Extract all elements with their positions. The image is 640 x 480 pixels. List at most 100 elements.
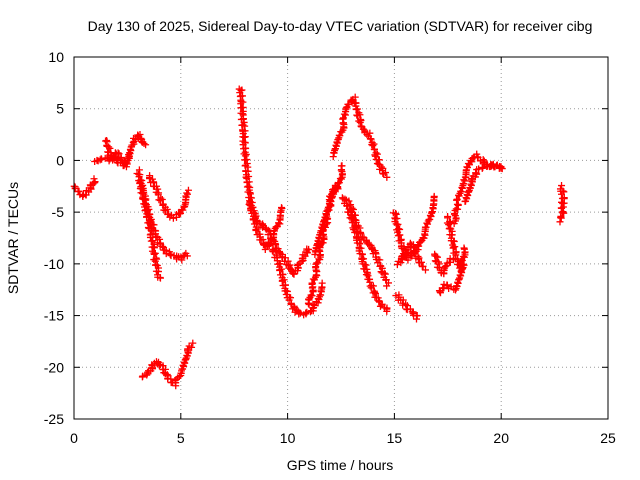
data-point	[184, 346, 192, 354]
series-M	[329, 93, 391, 181]
series-N	[338, 194, 391, 315]
data-point	[413, 312, 421, 320]
data-point	[430, 192, 438, 200]
y-tick-label: -10	[44, 256, 64, 272]
series-W	[435, 260, 468, 297]
data-point	[354, 112, 362, 120]
data-point	[182, 249, 190, 257]
data-point	[362, 271, 370, 279]
data-point	[336, 132, 344, 140]
x-tick-label: 0	[70, 430, 78, 446]
series-G	[138, 339, 197, 390]
data-point	[362, 261, 370, 269]
data-point	[286, 261, 294, 269]
series-E	[136, 178, 191, 264]
data-point	[188, 343, 196, 351]
data-point	[295, 308, 303, 316]
data-point	[115, 150, 123, 158]
data-point	[453, 196, 461, 204]
data-point	[240, 133, 248, 141]
data-point	[557, 204, 565, 212]
data-point	[468, 176, 476, 184]
data-point	[449, 244, 457, 252]
data-point	[459, 252, 467, 260]
data-point	[472, 169, 480, 177]
data-point	[417, 238, 425, 246]
data-point	[302, 309, 310, 317]
data-point	[189, 339, 197, 347]
data-point	[556, 218, 564, 226]
data-point	[445, 258, 453, 266]
data-point	[424, 220, 432, 228]
data-point	[383, 282, 391, 290]
data-point	[319, 239, 327, 247]
series-F	[146, 172, 192, 222]
series-V	[461, 160, 505, 205]
data-point	[156, 274, 164, 282]
x-tick-label: 5	[177, 430, 185, 446]
data-point	[338, 162, 346, 170]
series-X	[556, 182, 568, 226]
data-point	[460, 244, 468, 252]
data-point	[439, 284, 447, 292]
data-point	[411, 249, 419, 257]
data-point	[452, 215, 460, 223]
data-point	[560, 199, 568, 207]
data-point	[184, 186, 192, 194]
data-point	[90, 175, 98, 183]
data-point	[377, 268, 385, 276]
data-point	[339, 195, 347, 203]
y-axis-label: SDTVAR / TECUs	[5, 182, 21, 294]
data-point	[398, 244, 406, 252]
series-O	[345, 197, 392, 290]
data-point	[308, 292, 316, 300]
data-point	[138, 185, 146, 193]
data-point	[461, 177, 469, 185]
y-tick-label: -15	[44, 308, 64, 324]
data-point	[161, 206, 169, 214]
series-C	[102, 137, 133, 170]
data-point	[378, 269, 386, 277]
y-tick-label: 5	[56, 101, 64, 117]
data-point	[383, 173, 391, 181]
data-point	[172, 376, 180, 384]
series-R	[393, 239, 429, 274]
data-point	[79, 192, 87, 200]
data-point	[269, 248, 277, 256]
data-point	[283, 287, 291, 295]
data-point	[393, 261, 401, 269]
x-tick-label: 25	[600, 430, 616, 446]
y-tick-label: 0	[56, 152, 64, 168]
series-L	[311, 162, 346, 258]
data-point	[305, 245, 313, 253]
data-point	[450, 210, 458, 218]
data-point	[394, 232, 402, 240]
data-point	[424, 217, 432, 225]
data-point	[158, 243, 166, 251]
data-point	[276, 267, 284, 275]
data-point	[369, 142, 377, 150]
data-point	[392, 292, 400, 300]
data-point	[265, 239, 273, 247]
series-A	[70, 175, 99, 201]
data-point	[121, 158, 129, 166]
data-point	[392, 210, 400, 218]
plot-frame	[73, 56, 609, 420]
data-point	[335, 179, 343, 187]
data-point	[431, 257, 439, 265]
data-point	[375, 297, 383, 305]
data-point	[558, 182, 566, 190]
data-point	[161, 246, 169, 254]
data-point	[367, 284, 375, 292]
data-point	[451, 243, 459, 251]
series-T	[443, 213, 469, 274]
data-point	[396, 231, 404, 239]
data-point	[183, 190, 191, 198]
data-point	[143, 206, 151, 214]
series-P	[392, 291, 421, 323]
data-point	[252, 226, 260, 234]
data-point	[422, 223, 430, 231]
data-point	[426, 215, 434, 223]
data-point	[125, 151, 133, 159]
